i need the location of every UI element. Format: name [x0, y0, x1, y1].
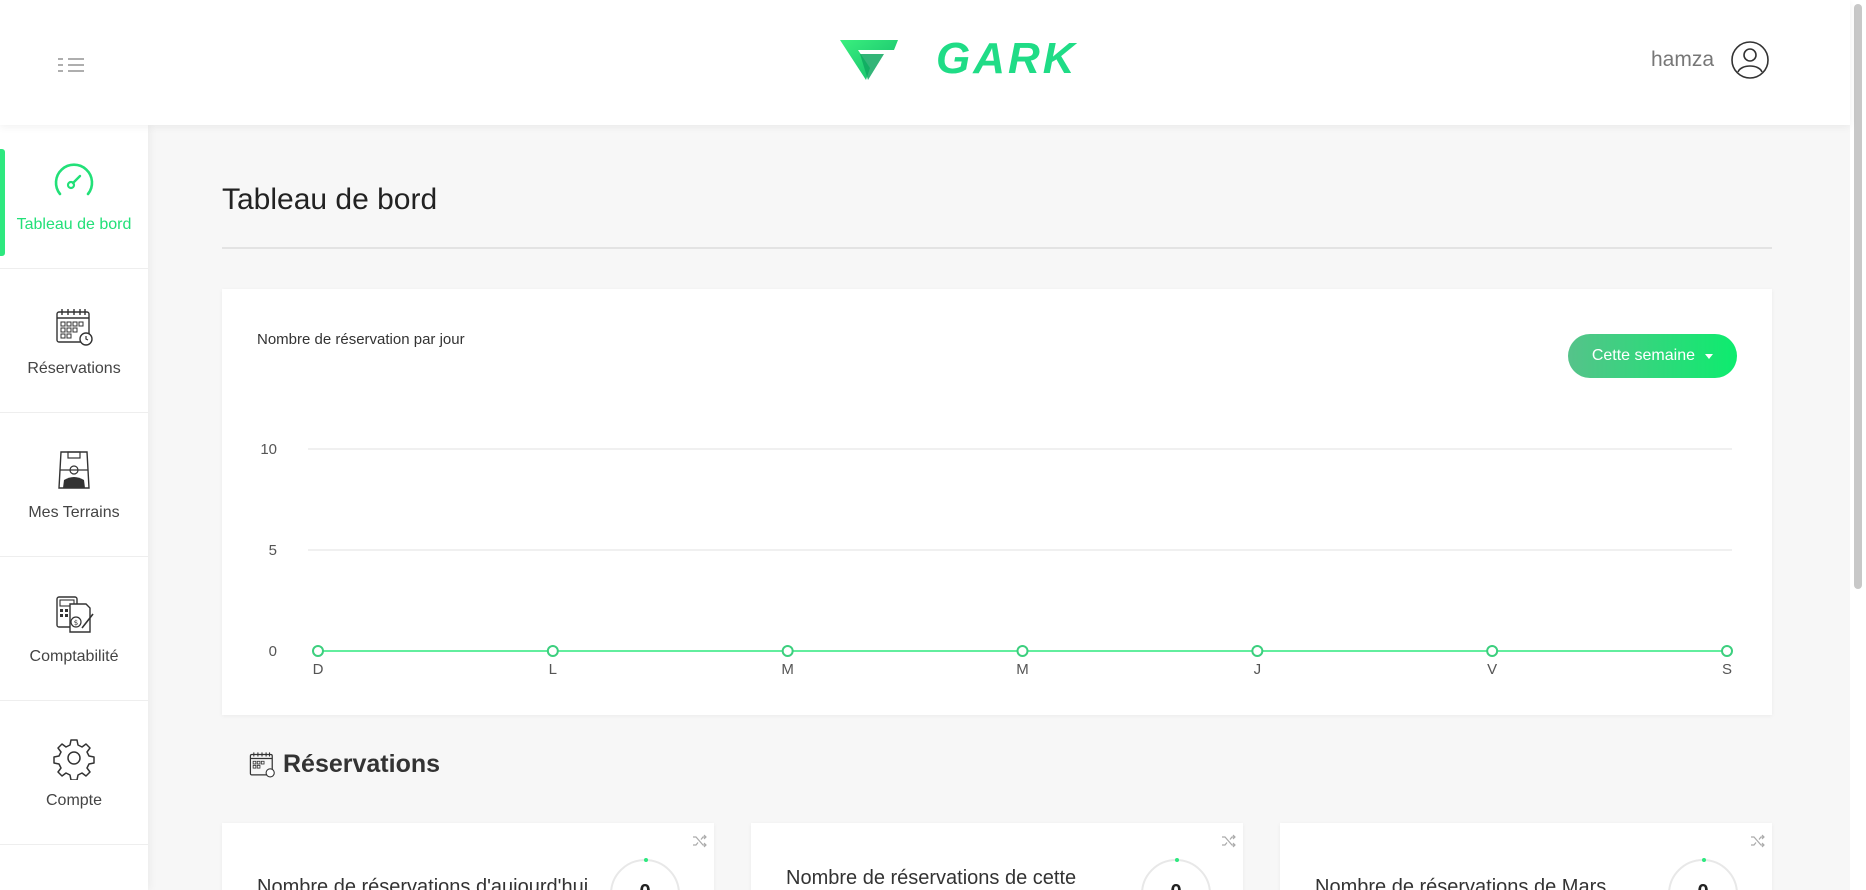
calendar-icon: [249, 752, 275, 778]
accounting-icon: $: [56, 595, 94, 633]
title-divider: [222, 247, 1772, 249]
data-point: [1721, 645, 1733, 657]
x-tick-label: M: [1016, 661, 1029, 678]
dashboard-gauge-icon: [54, 162, 94, 195]
stat-label: Nombre de réservations d'aujourd'hui: [257, 876, 587, 890]
data-point: [781, 645, 794, 657]
stat-label: Nombre de réservations de cette: [786, 867, 1077, 889]
stat-value-ring: 0: [610, 858, 680, 890]
sidebar-item-comptabilite[interactable]: $ Comptabilité: [0, 557, 148, 701]
data-point: [1251, 645, 1264, 657]
x-tick-label: L: [549, 661, 557, 678]
y-tick-label: 5: [269, 542, 277, 559]
data-point: [1486, 645, 1499, 657]
sidebar-item-mes-terrains[interactable]: Mes Terrains: [0, 413, 148, 557]
chart-title: Nombre de réservation par jour: [257, 331, 465, 348]
user-avatar-icon: [1731, 41, 1769, 79]
data-point: [312, 645, 324, 657]
brand-logo[interactable]: GARK: [838, 34, 1108, 90]
y-tick-label: 0: [269, 643, 277, 660]
stat-card-week: Nombre de réservations de cette 0: [751, 823, 1243, 890]
x-tick-label: D: [313, 661, 324, 678]
shuffle-icon[interactable]: [1750, 833, 1766, 849]
stat-label: Nombre de réservations de Mars: [1315, 876, 1607, 890]
stat-card-today: Nombre de réservations d'aujourd'hui 0: [222, 823, 714, 890]
reservations-line-chart: 0 5 10 D L M M J V S: [260, 441, 1733, 678]
sidebar-item-label: Compte: [45, 791, 103, 809]
page-title: Tableau de bord: [222, 183, 438, 216]
data-point: [546, 645, 559, 657]
page-scrollbar[interactable]: [1850, 0, 1866, 890]
sidebar-item-label: Mes Terrains: [28, 503, 120, 521]
stat-value-ring: 0: [1668, 858, 1738, 890]
data-point: [1016, 645, 1029, 657]
stat-value-ring: 0: [1141, 858, 1211, 890]
sidebar: Tableau de bord Réservations Mes Terrain…: [0, 125, 148, 890]
reservations-section-header: Réservations: [247, 749, 1772, 779]
period-dropdown-label: Cette semaine: [1591, 347, 1695, 364]
sidebar-item-tableau-de-bord[interactable]: Tableau de bord: [0, 125, 148, 269]
x-tick-label: J: [1254, 661, 1262, 678]
stat-card-month: Nombre de réservations de Mars 0: [1280, 823, 1772, 890]
stat-cards-row: Nombre de réservations d'aujourd'hui 0 N…: [222, 823, 1772, 890]
stat-value: 0: [1170, 881, 1181, 890]
x-tick-label: S: [1722, 661, 1732, 678]
user-name: hamza: [1650, 48, 1714, 71]
period-dropdown-button[interactable]: Cette semaine: [1567, 334, 1737, 378]
main-content: Tableau de bord Nombre de réservation pa…: [222, 125, 1772, 779]
brand-logo-mark-icon: [840, 40, 898, 80]
y-tick-label: 10: [260, 441, 277, 458]
sidebar-item-label: Tableau de bord: [16, 215, 132, 233]
sidebar-item-label: Comptabilité: [29, 647, 119, 665]
caret-down-icon: [1705, 353, 1713, 359]
shuffle-icon[interactable]: [1221, 833, 1237, 849]
sidebar-item-compte[interactable]: Compte: [0, 701, 148, 845]
reservations-chart-card: Nombre de réservation par jour Cette sem…: [222, 289, 1772, 715]
reservations-section-title: Réservations: [283, 749, 441, 778]
user-menu[interactable]: hamza: [1651, 40, 1770, 80]
x-tick-label: M: [781, 661, 794, 678]
stat-value: 0: [1697, 881, 1708, 890]
stat-value: 0: [639, 881, 650, 890]
scrollbar-thumb[interactable]: [1854, 4, 1862, 589]
brand-name: GARK: [936, 34, 1078, 83]
sidebar-item-reservations[interactable]: Réservations: [0, 269, 148, 413]
calendar-icon: [56, 308, 93, 346]
svg-text:$: $: [74, 619, 78, 627]
shuffle-icon[interactable]: [692, 833, 708, 849]
top-header: GARK hamza: [0, 0, 1850, 125]
gear-icon: [53, 738, 95, 780]
menu-toggle-icon[interactable]: [54, 52, 88, 78]
sidebar-item-label: Réservations: [27, 359, 121, 377]
x-tick-label: V: [1487, 661, 1497, 678]
football-field-icon: [58, 450, 90, 489]
